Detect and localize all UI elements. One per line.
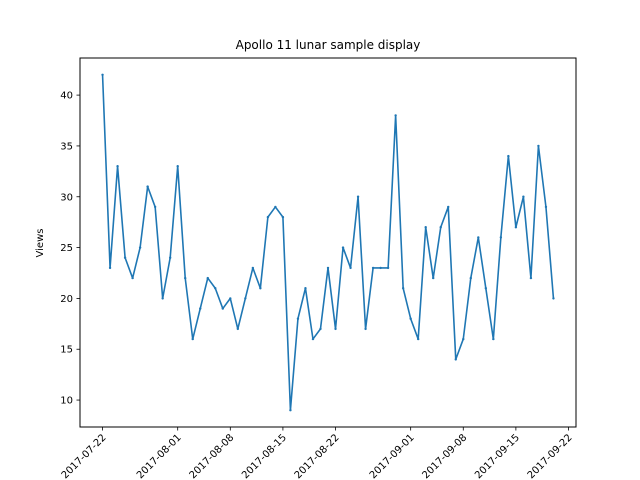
data-point	[364, 327, 367, 331]
data-point	[168, 256, 172, 259]
y-tick-label: 25	[60, 243, 73, 254]
data-point	[507, 154, 510, 158]
data-point	[326, 266, 330, 270]
data-point	[371, 266, 375, 270]
y-tick-label: 35	[60, 141, 73, 152]
y-tick-label: 30	[60, 192, 73, 203]
y-axis-label: Views	[35, 229, 46, 258]
data-point	[229, 297, 232, 300]
data-point	[544, 205, 548, 209]
data-point	[176, 165, 179, 168]
data-point	[349, 266, 352, 270]
data-point	[108, 266, 112, 270]
data-point	[454, 358, 457, 361]
data-point	[123, 256, 127, 259]
data-point	[552, 297, 555, 300]
axes-frame	[79, 57, 577, 428]
data-point	[161, 297, 164, 300]
data-point	[356, 195, 360, 198]
data-point	[379, 266, 382, 270]
data-point	[304, 287, 307, 290]
data-point	[251, 266, 255, 270]
data-point	[199, 307, 202, 310]
y-tick-label: 10	[60, 396, 73, 407]
data-point	[289, 409, 292, 412]
y-tick-label: 20	[60, 294, 73, 305]
data-point	[334, 327, 337, 331]
y-tick-label: 40	[60, 91, 73, 102]
data-point	[221, 307, 224, 310]
data-point	[184, 276, 187, 280]
data-point	[439, 226, 442, 229]
data-point	[311, 337, 315, 341]
data-point	[514, 226, 518, 229]
data-point	[244, 297, 247, 300]
data-point	[432, 276, 435, 280]
plot-area	[101, 73, 555, 412]
data-point	[416, 337, 420, 341]
y-tick-label: 15	[60, 345, 73, 356]
data-point	[153, 205, 157, 209]
data-point	[424, 226, 427, 229]
data-point	[131, 276, 134, 280]
data-point	[214, 287, 217, 290]
data-point	[281, 215, 285, 219]
data-point	[266, 215, 270, 219]
data-point	[259, 287, 262, 290]
data-point	[499, 236, 503, 239]
data-point	[447, 205, 450, 209]
data-point	[296, 317, 300, 320]
data-point	[236, 327, 240, 331]
data-point	[146, 185, 149, 188]
data-point	[386, 266, 390, 270]
data-point	[492, 337, 495, 341]
data-point	[462, 337, 465, 341]
chart-title: Apollo 11 lunar sample display	[236, 38, 421, 52]
data-point	[401, 287, 405, 290]
data-point	[274, 205, 277, 209]
y-axis: 10 15 20 25 30 35 40	[60, 91, 80, 407]
data-point	[206, 276, 209, 280]
data-point	[341, 246, 345, 249]
data-point	[409, 317, 412, 320]
data-point	[529, 276, 533, 280]
data-point	[191, 337, 194, 341]
data-point	[116, 165, 119, 168]
data-point	[319, 327, 322, 331]
data-point	[477, 236, 480, 239]
data-point	[537, 144, 540, 148]
data-point	[484, 287, 488, 290]
data-point	[138, 246, 142, 249]
data-point	[522, 195, 525, 198]
data-point	[101, 73, 104, 76]
data-point	[394, 114, 397, 117]
data-point	[469, 276, 472, 280]
